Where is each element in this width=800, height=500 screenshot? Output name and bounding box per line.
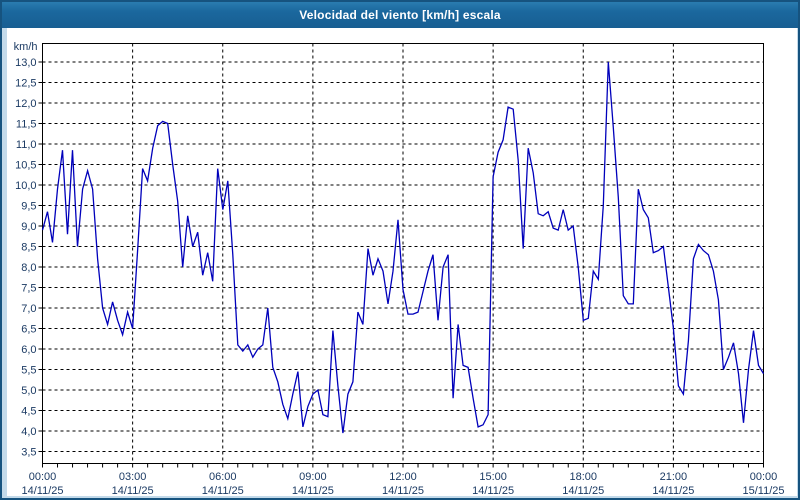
x-tick-time-label: 18:00	[569, 471, 597, 483]
y-tick-label: 8,5	[21, 242, 36, 254]
x-tick-time-label: 06:00	[209, 471, 237, 483]
y-tick-label: 11,0	[16, 139, 37, 151]
y-tick-label: 12,0	[15, 98, 36, 110]
x-tick-time-label: 15:00	[479, 471, 507, 483]
x-tick-time-label: 09:00	[299, 471, 327, 483]
title-bar: Velocidad del viento [km/h] escala	[2, 2, 798, 28]
y-tick-label: 6,5	[21, 324, 36, 336]
x-tick-date-label: 14/11/25	[472, 485, 514, 497]
x-tick-date-label: 15/11/25	[742, 485, 784, 497]
y-tick-label: 9,0	[21, 221, 36, 233]
x-tick-date-label: 14/11/25	[652, 485, 694, 497]
y-tick-label: 11,5	[16, 119, 37, 131]
y-tick-label: 5,0	[21, 385, 36, 397]
y-tick-label: 7,5	[21, 283, 36, 295]
wind-speed-chart: 13,0 12,5 12,0 11,5 11,0 10,5 10,0 9,5 9,0 8,5 8,0…	[7, 28, 797, 497]
x-tick-time-label: 00:00	[29, 471, 57, 483]
y-tick-label: 12,5	[15, 78, 36, 90]
x-tick-date-label: 14/11/25	[202, 485, 244, 497]
x-tick-time-label: 12:00	[389, 471, 417, 483]
x-tick-date-label: 14/11/25	[382, 485, 424, 497]
y-tick-label: 4,5	[21, 406, 36, 418]
y-tick-label: 6,0	[21, 344, 36, 356]
x-tick-date-label: 14/11/25	[112, 485, 154, 497]
chart-area: 13,0 12,5 12,0 11,5 11,0 10,5 10,0 9,5 9,0 8,5 8,0…	[2, 28, 798, 498]
y-tick-label: 8,0	[21, 262, 36, 274]
x-tick-date-label: 14/11/25	[562, 485, 604, 497]
y-axis-unit-label: km/h	[14, 41, 38, 53]
y-tick-label: 10,5	[15, 160, 36, 172]
y-tick-label: 10,0	[15, 180, 36, 192]
x-tick-date-label: 14/11/25	[21, 485, 63, 497]
y-tick-label: 4,0	[21, 426, 36, 438]
x-tick-time-label: 03:00	[119, 471, 147, 483]
y-tick-label: 13,0	[15, 57, 36, 69]
chart-title: Velocidad del viento [km/h] escala	[299, 8, 501, 22]
y-tick-label: 9,5	[21, 201, 36, 213]
x-tick-time-label: 00:00	[750, 471, 778, 483]
x-tick-time-label: 21:00	[660, 471, 688, 483]
y-tick-label: 5,5	[21, 365, 36, 377]
y-tick-label: 7,0	[21, 303, 36, 315]
wind-speed-line	[41, 61, 765, 434]
y-tick-label: 3,5	[21, 447, 36, 459]
x-tick-date-label: 14/11/25	[292, 485, 334, 497]
